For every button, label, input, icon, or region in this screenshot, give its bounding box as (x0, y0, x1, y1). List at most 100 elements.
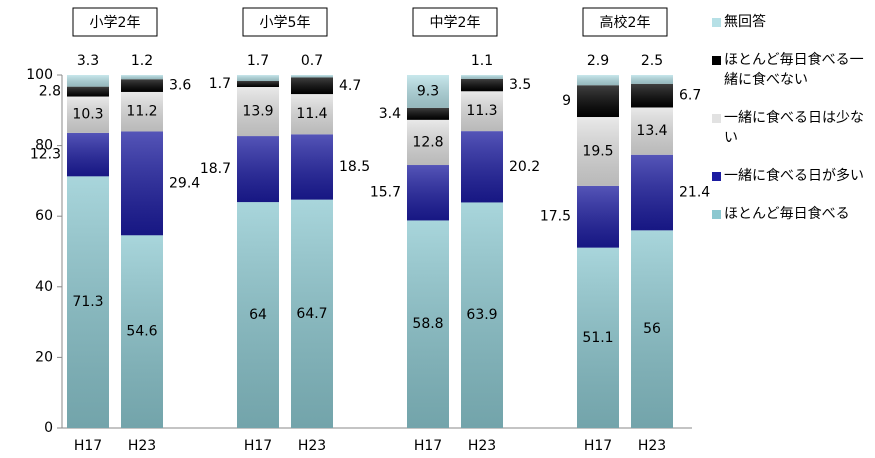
data-label: 11.3 (466, 103, 497, 119)
y-tick-label: 60 (35, 208, 53, 224)
data-label: 19.5 (582, 143, 613, 159)
bar-shade (407, 119, 449, 166)
data-label: 63.9 (466, 307, 497, 323)
data-label: 20.2 (509, 159, 540, 175)
data-label: 2.5 (641, 53, 663, 69)
data-label: 3.5 (509, 77, 531, 93)
data-label: 71.3 (72, 294, 103, 310)
group-label: 中学2年 (430, 15, 481, 31)
x-tick-label: H23 (638, 438, 666, 454)
bar-shade (461, 75, 503, 79)
bar-shade (631, 83, 673, 108)
data-label: 0.7 (301, 53, 323, 69)
bar-shade (291, 77, 333, 95)
bar-shade (121, 75, 163, 80)
bar-shade (121, 131, 163, 236)
data-label: 21.4 (679, 185, 710, 201)
bar-shade (407, 220, 449, 428)
bar-shade (631, 230, 673, 428)
bar-shade (461, 78, 503, 92)
data-label: 9.3 (417, 83, 439, 99)
data-label: 12.8 (412, 134, 443, 150)
legend-item: 一緒に食べる日は少ない (712, 108, 872, 148)
group-label: 高校2年 (600, 14, 651, 31)
x-tick-label: H17 (584, 438, 612, 454)
y-tick-label: 20 (35, 349, 53, 365)
data-label: 13.9 (242, 104, 273, 120)
bar-shade (237, 136, 279, 203)
data-label: 64 (249, 307, 267, 323)
bar-shade (121, 79, 163, 92)
x-tick-label: H23 (468, 438, 496, 454)
legend-swatch (712, 56, 721, 65)
data-label: 51.1 (582, 330, 613, 346)
legend-swatch (712, 210, 721, 219)
group-box (242, 7, 328, 37)
bar-shade (67, 96, 109, 133)
bar-shade (67, 132, 109, 177)
bar-shade (631, 154, 673, 231)
legend-label: 一緒に食べる日が多い (724, 168, 864, 184)
x-tick-label: H17 (74, 438, 102, 454)
group-box (582, 7, 668, 37)
bar-shade (67, 86, 109, 97)
bar-shade (631, 107, 673, 155)
bar-shade (461, 91, 503, 132)
bar-shade (67, 75, 109, 87)
x-tick-label: H17 (244, 438, 272, 454)
data-label: 3.6 (169, 78, 191, 94)
data-label: 1.1 (471, 53, 493, 69)
bar-shade (577, 75, 619, 86)
legend-label: ほとんど毎日食べる一緒に食べない (724, 52, 864, 88)
bar-shade (291, 134, 333, 200)
bar-shade (407, 165, 449, 221)
group-label: 小学5年 (260, 15, 311, 31)
x-tick-label: H17 (414, 438, 442, 454)
data-label: 11.2 (126, 104, 157, 120)
legend-swatch (712, 172, 721, 181)
data-label: 11.4 (296, 106, 327, 122)
bar-shade (577, 117, 619, 186)
bar-shade (461, 202, 503, 428)
data-label: 9 (562, 93, 571, 109)
x-tick-label: H23 (128, 438, 156, 454)
group-box (72, 7, 158, 37)
group-box (412, 7, 498, 37)
bar-shade (237, 87, 279, 137)
legend: 無回答ほとんど毎日食べる一緒に食べない 一緒に食べる日は少ない一緒に食べる日が多い… (712, 12, 872, 242)
bar-shade (237, 202, 279, 428)
bar-shade (237, 75, 279, 82)
x-tick-label: H23 (298, 438, 326, 454)
data-label: 4.7 (339, 78, 361, 94)
bar-shade (291, 75, 333, 78)
y-tick-label: 0 (44, 420, 53, 436)
data-label: 29.4 (169, 175, 200, 191)
data-label: 3.3 (77, 53, 99, 69)
legend-swatch (712, 18, 721, 27)
bar-shade (291, 94, 333, 135)
data-label: 2.8 (39, 84, 61, 100)
bar-shade (407, 107, 449, 120)
data-label: 12.3 (30, 147, 61, 163)
data-label: 54.6 (126, 324, 157, 340)
y-tick-label: 80 (35, 138, 53, 154)
data-label: 56 (643, 321, 661, 337)
data-label: 17.5 (540, 209, 571, 225)
y-tick-label: 40 (35, 279, 53, 295)
data-label: 1.2 (131, 53, 153, 69)
bar-shade (121, 91, 163, 132)
bar-shade (577, 85, 619, 118)
legend-label: 一緒に食べる日は少ない (724, 110, 864, 146)
bar-shade (291, 199, 333, 428)
data-label: 1.7 (209, 76, 231, 92)
legend-item: 一緒に食べる日が多い (712, 166, 872, 186)
data-label: 18.5 (339, 159, 370, 175)
legend-swatch (712, 114, 721, 123)
data-label: 58.8 (412, 316, 443, 332)
legend-label: 無回答 (724, 14, 766, 30)
bar-shade (577, 185, 619, 248)
data-label: 13.4 (636, 123, 667, 139)
bar-shade (67, 176, 109, 428)
